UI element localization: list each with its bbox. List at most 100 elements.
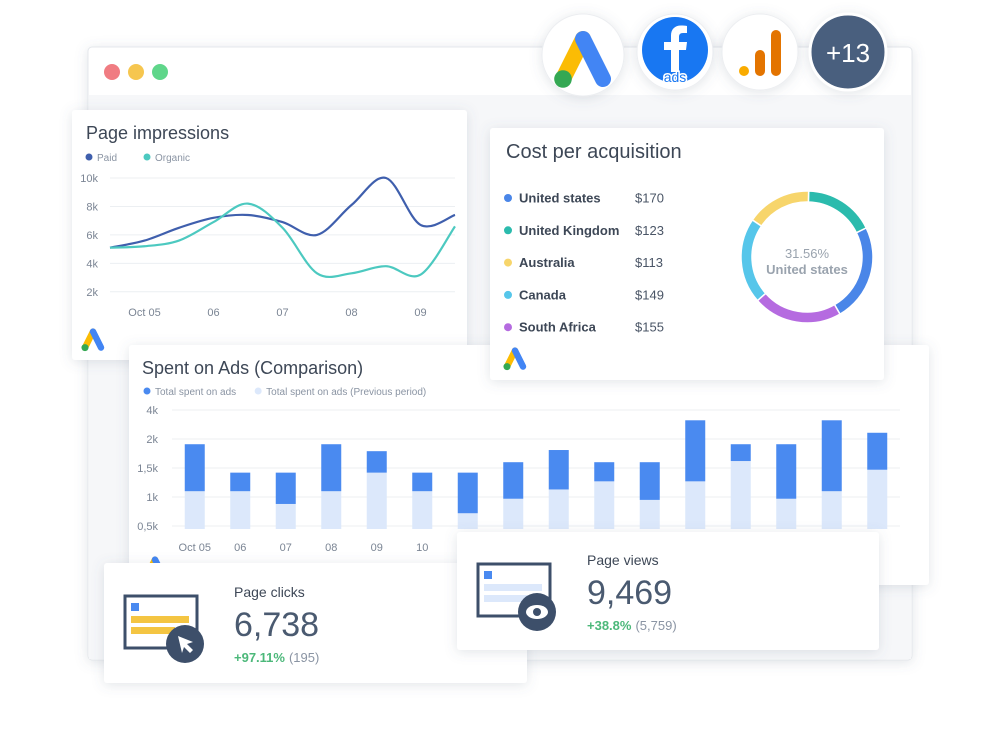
kpi-value: 9,469: [587, 574, 672, 612]
kpi-title: Page clicks: [234, 584, 305, 600]
bar-segment: [321, 444, 342, 492]
legend-label: Canada: [519, 287, 567, 302]
x-tick-label: 08: [325, 542, 337, 554]
legend-label: Paid: [97, 153, 117, 164]
bar-segment: [776, 444, 797, 499]
kpi-change-line: +97.11% (195): [234, 650, 319, 665]
bar-segment: [685, 481, 706, 529]
badge-more: [808, 12, 888, 92]
icon-cursor: [178, 636, 193, 653]
bar-segment: [685, 420, 706, 482]
legend-dot: [143, 387, 151, 395]
kpi-value: 6,738: [234, 606, 319, 644]
icon-bar: [484, 595, 528, 602]
x-tick-label: 07: [276, 307, 288, 319]
icon-square: [484, 571, 492, 579]
y-tick-label: 2k: [86, 287, 98, 299]
logo-part: [511, 347, 527, 370]
bar-segment: [230, 472, 251, 492]
legend-label: Australia: [519, 255, 575, 270]
analytics-bar: [739, 66, 749, 76]
clicks-card: Page clicks 6,738 +97.11% (195): [104, 563, 527, 683]
logo-part: [89, 328, 105, 351]
y-tick-label: 10k: [80, 173, 98, 185]
x-tick-label: 06: [234, 542, 246, 554]
bar-segment: [321, 491, 342, 529]
legend-dot: [504, 290, 512, 299]
y-tick-label: 1k: [146, 492, 158, 504]
bar-segment: [457, 472, 478, 514]
value-label: $123: [635, 223, 664, 238]
analytics-bar: [755, 50, 765, 76]
y-tick-label: 2k: [146, 434, 158, 446]
kpi-previous: (195): [289, 650, 319, 665]
icon-bar: [484, 584, 542, 591]
logo-part: [575, 31, 611, 87]
legend-dot: [254, 387, 262, 395]
kpi-change-line: +38.8% (5,759): [587, 618, 677, 633]
bar-segment: [639, 462, 660, 500]
bar-segment: [548, 450, 569, 490]
bar-segment: [821, 491, 842, 529]
badge-more-label: +13: [826, 38, 870, 68]
bar-segment: [230, 491, 251, 529]
card: [104, 563, 527, 683]
facebook-label: ads: [664, 69, 687, 85]
spent-card: Spent on Ads (Comparison) Total spent on …: [129, 345, 929, 585]
line-series: [109, 176, 456, 249]
center-value: 31.56%: [785, 246, 830, 261]
bar-segment: [548, 489, 569, 529]
legend-label: Organic: [155, 153, 190, 164]
bar-segment: [730, 444, 751, 462]
card: [457, 532, 879, 650]
y-tick-label: 1,5k: [137, 463, 158, 475]
x-tick-label: 06: [207, 307, 219, 319]
value-label: $170: [635, 191, 664, 206]
bar-segment: [594, 462, 615, 482]
icon-bar: [131, 627, 175, 634]
donut-segment: [807, 190, 868, 234]
x-tick-label: 09: [371, 542, 383, 554]
views-card: Page views 9,469 +38.8% (5,759): [457, 532, 879, 650]
bar-segment: [776, 498, 797, 529]
y-tick-label: 4k: [146, 405, 158, 417]
impressions-card: Page impressions Paid Organic 2k 4k 6k 8k 10k Oc…: [72, 110, 467, 360]
bar-segment: [821, 420, 842, 492]
value-label: $113: [635, 255, 663, 270]
bar-segment: [867, 469, 888, 529]
analytics-bar: [771, 30, 781, 76]
bar-segment: [275, 472, 296, 504]
center-label: United states: [766, 262, 848, 277]
window-dot: [104, 64, 120, 80]
legend-dot: [85, 153, 93, 161]
legend-dot: [504, 323, 512, 332]
bar-segment: [503, 498, 524, 529]
bar-segment: [412, 472, 433, 492]
legend-dot: [504, 258, 512, 267]
x-tick-label: 07: [280, 542, 292, 554]
value-label: $155: [635, 320, 664, 335]
value-label: $149: [635, 287, 664, 302]
x-tick-label: 10: [416, 542, 428, 554]
kpi-change: +38.8%: [587, 618, 632, 633]
legend-dot: [143, 153, 151, 161]
x-tick-label: 09: [414, 307, 426, 319]
donut-segment: [756, 292, 842, 324]
chart-title: Cost per acquisition: [506, 141, 682, 163]
legend-label: South Africa: [519, 320, 597, 335]
icon-square: [131, 603, 139, 611]
integration-badges: ads +13: [541, 12, 888, 97]
bar-segment: [594, 481, 615, 529]
legend-label: Total spent on ads (Previous period): [266, 387, 426, 398]
logo-part: [503, 363, 511, 371]
bar-segment: [503, 462, 524, 499]
kpi-change: +97.11%: [234, 650, 285, 665]
legend-dot: [504, 194, 512, 202]
legend-label: United Kingdom: [519, 223, 619, 238]
y-tick-label: 0,5k: [137, 521, 158, 533]
chart-title: Page impressions: [86, 123, 229, 143]
kpi-previous: (5,759): [635, 618, 676, 633]
x-tick-label: 08: [345, 307, 357, 319]
